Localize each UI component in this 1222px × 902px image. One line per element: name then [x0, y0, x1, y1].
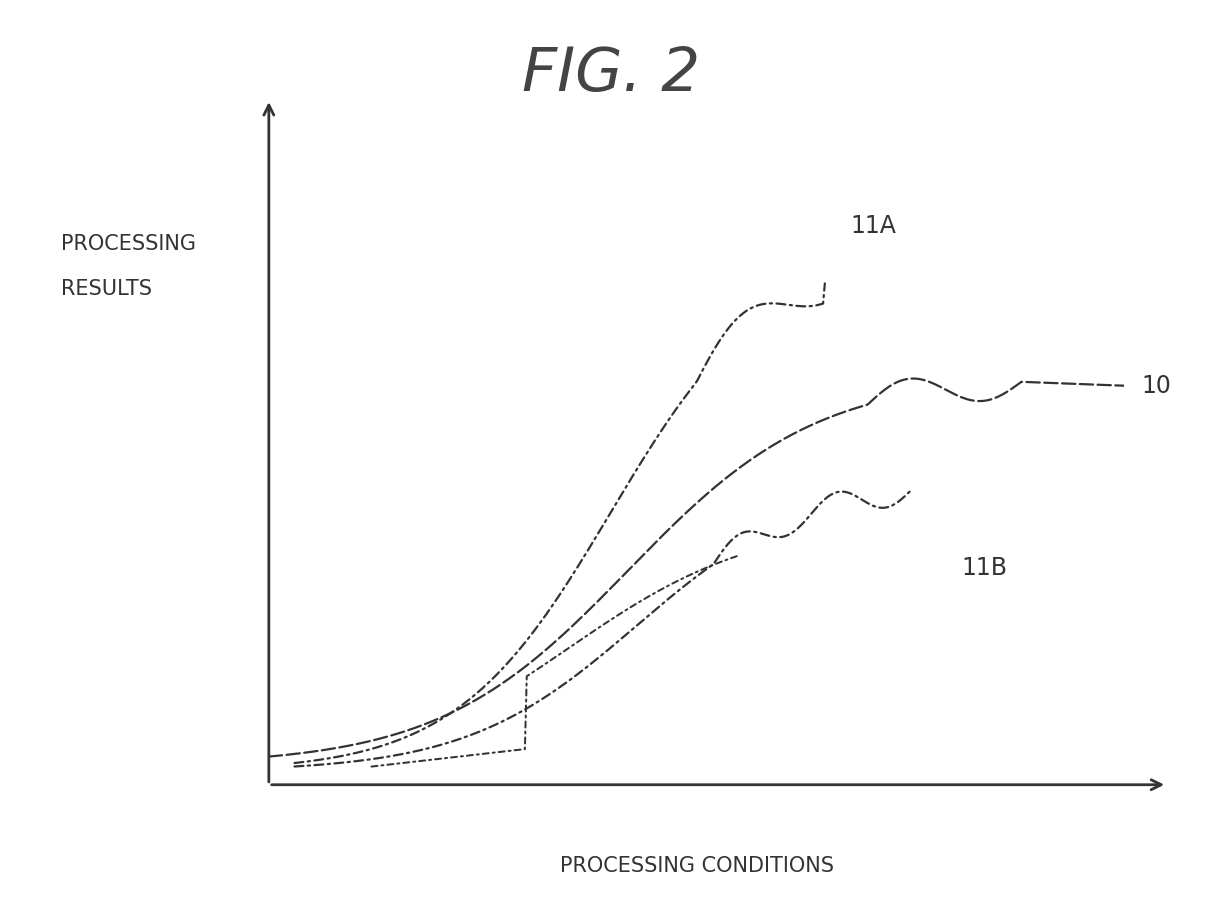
Text: 11A: 11A	[851, 214, 897, 238]
Text: 10: 10	[1141, 373, 1171, 398]
Text: FIG. 2: FIG. 2	[522, 45, 700, 104]
Text: 11B: 11B	[962, 556, 1008, 580]
Text: PROCESSING CONDITIONS: PROCESSING CONDITIONS	[560, 856, 833, 876]
Text: PROCESSING: PROCESSING	[61, 234, 196, 253]
Text: RESULTS: RESULTS	[61, 279, 152, 299]
